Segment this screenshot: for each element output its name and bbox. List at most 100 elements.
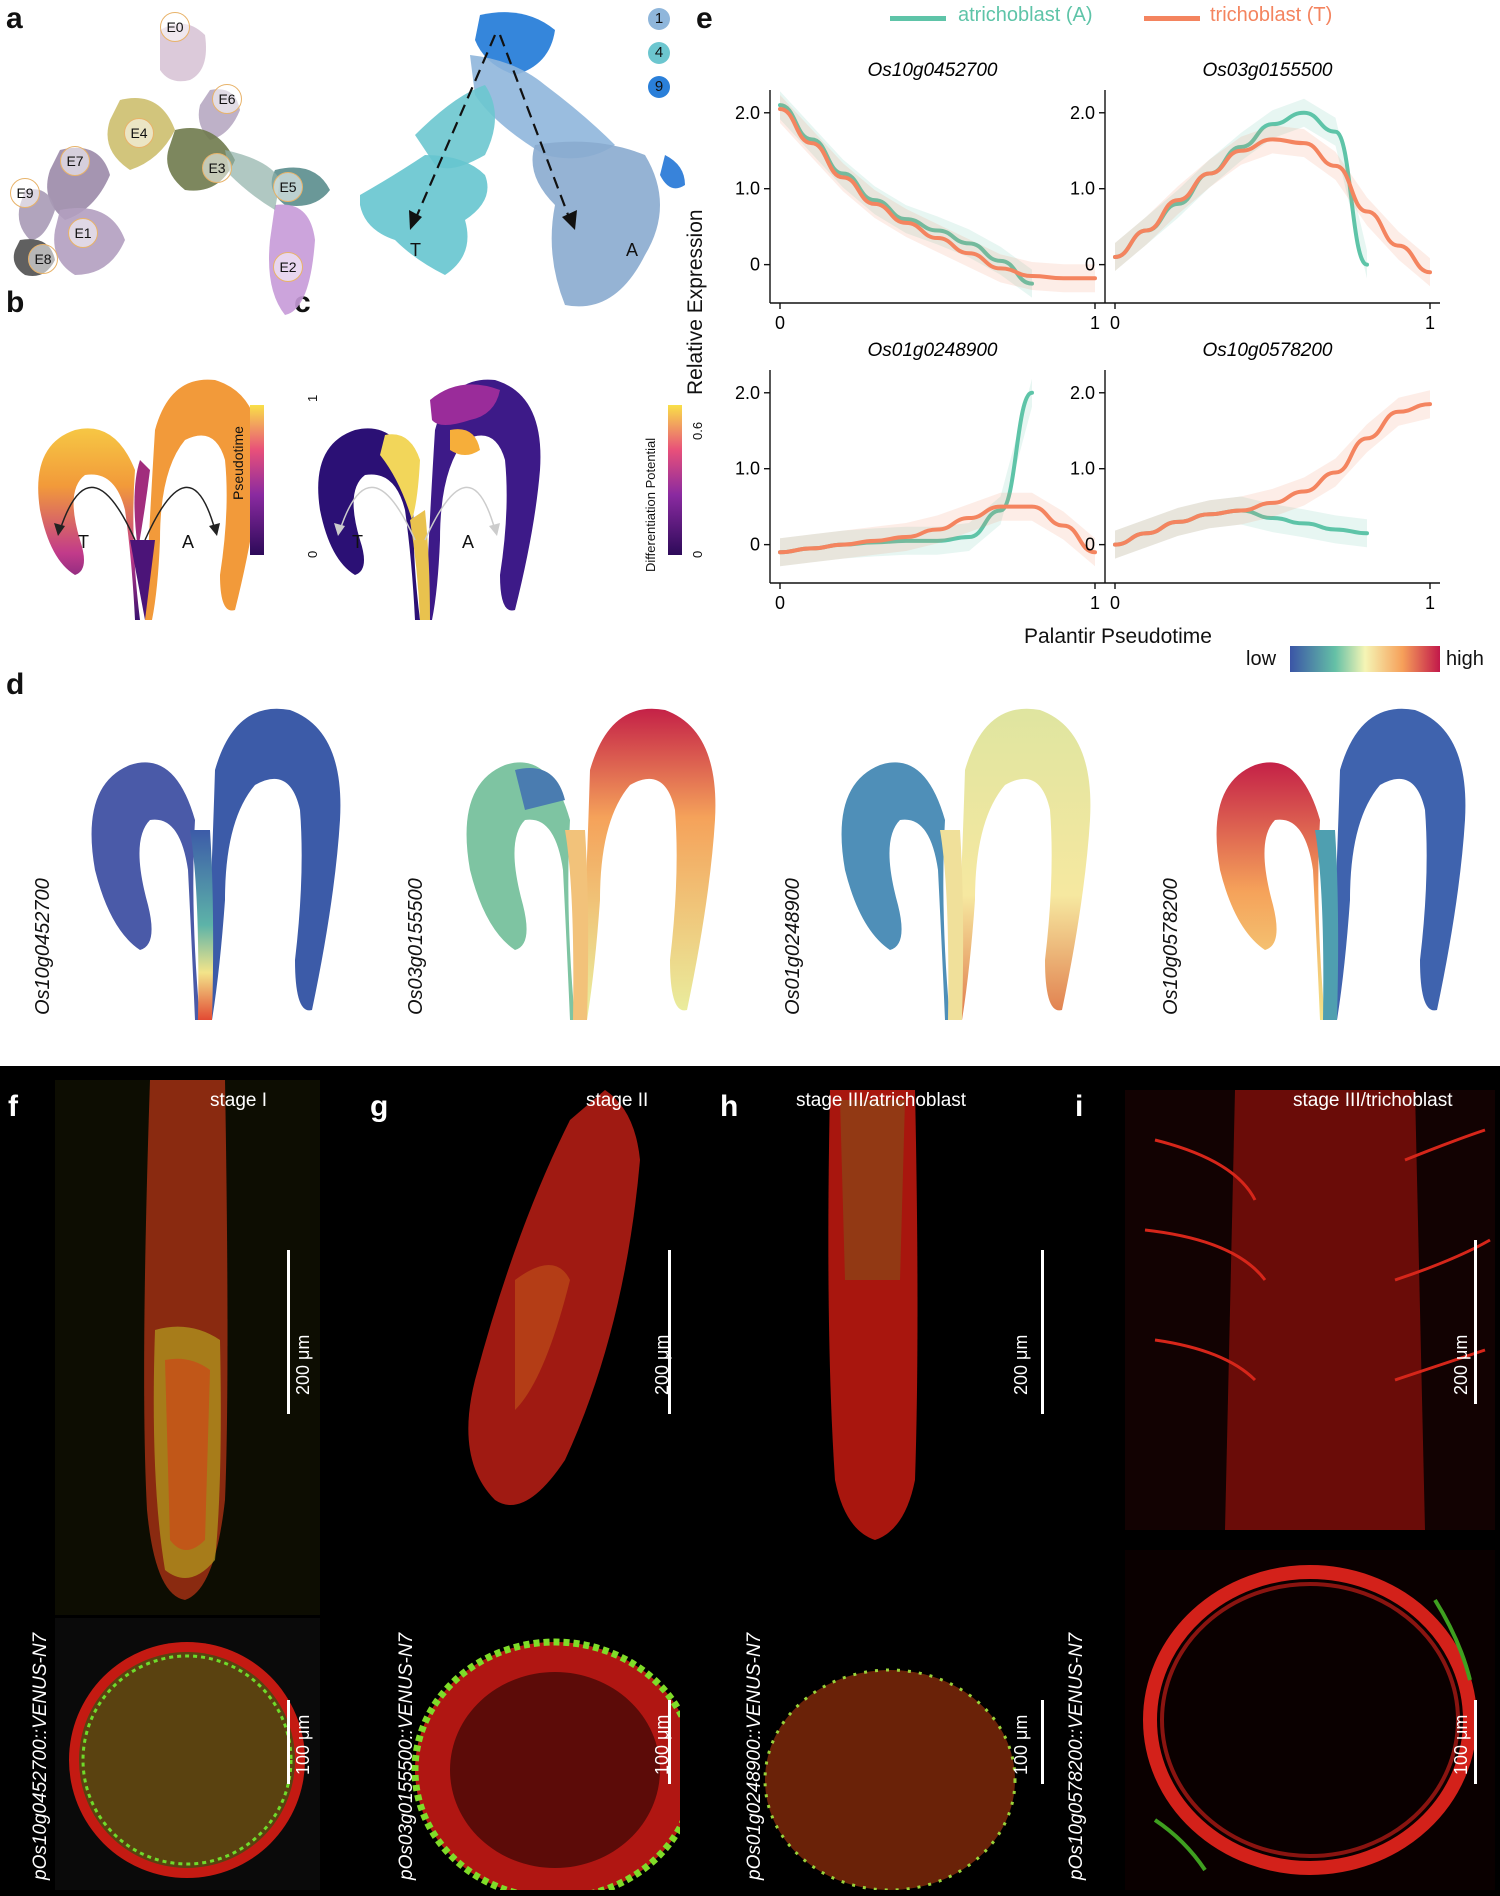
- lineage-a-label: A: [626, 240, 639, 260]
- scale-text: 200 μm: [1451, 1334, 1471, 1395]
- scale-text: 200 μm: [1011, 1334, 1031, 1395]
- y-tick-label: 1.0: [735, 179, 760, 199]
- scale-bar-g-bottom: [668, 1700, 671, 1784]
- micrograph-h: [763, 1090, 1017, 1890]
- scale-bar-f-bottom: [287, 1700, 290, 1784]
- umap-lineage: [360, 12, 685, 307]
- cbar-label-pseudotime: Pseudotime: [230, 426, 246, 500]
- c-a-label: A: [462, 532, 475, 552]
- chart-title: Os03g0155500: [1203, 60, 1333, 81]
- cbar-label-diffpot: Differentiation Potential: [643, 437, 658, 572]
- stage-label-g: stage II: [586, 1090, 649, 1111]
- panel-label-d: d: [6, 668, 25, 701]
- gene-label: Os10g0578200: [1160, 878, 1182, 1015]
- construct-label: pOs03g0155500::VENUS-N7: [396, 1632, 417, 1880]
- confidence-band: [1115, 125, 1430, 287]
- gene-label: Os01g0248900: [782, 878, 804, 1015]
- legend-swatch-atrichoblast: [890, 16, 946, 21]
- umap-diff-potential: [318, 379, 541, 620]
- c-t-label: T: [352, 532, 363, 552]
- umap-pseudotime: [38, 379, 261, 620]
- diffpot-colorbar: [668, 405, 682, 555]
- expression-colorbar: [1290, 646, 1440, 672]
- panel-label-b: b: [6, 286, 25, 319]
- panel-label-a: a: [6, 2, 23, 35]
- gene-umaps: [91, 708, 1466, 1020]
- stage-label-h: stage III/atrichoblast: [796, 1090, 967, 1111]
- x-tick-label: 1: [1425, 593, 1435, 613]
- lineage-t-label: T: [410, 240, 421, 260]
- x-tick-label: 0: [1110, 313, 1120, 333]
- cluster-label: E7: [60, 146, 90, 176]
- chart-title: Os10g0578200: [1203, 340, 1333, 361]
- panel-label-e: e: [696, 2, 713, 35]
- micrograph-g: [411, 1090, 680, 1890]
- cluster-label: E8: [28, 244, 58, 274]
- panel-label-h: h: [720, 1090, 739, 1123]
- legend-swatch-trichoblast: [1144, 16, 1200, 21]
- scale-text: 200 μm: [293, 1334, 313, 1395]
- cluster-label: E2: [273, 252, 303, 282]
- y-tick-label: 0: [1085, 255, 1095, 275]
- colorbar-low: low: [1246, 648, 1277, 670]
- legend-trichoblast: trichoblast (T): [1210, 4, 1333, 26]
- cluster-label: E5: [273, 172, 303, 202]
- y-tick-label: 1.0: [1070, 459, 1095, 479]
- micrograph-f: [55, 1080, 320, 1890]
- scale-bar-f-top: [287, 1250, 290, 1414]
- y-tick-label: 2.0: [735, 383, 760, 403]
- e-xlabel: Palantir Pseudotime: [1024, 625, 1212, 648]
- chart-title: Os01g0248900: [868, 340, 998, 361]
- chart-title: Os10g0452700: [868, 60, 998, 81]
- series-line: [778, 504, 1097, 555]
- series-line: [778, 103, 1034, 286]
- legend-cluster-1: 1: [648, 8, 670, 30]
- legend-cluster-9: 9: [648, 76, 670, 98]
- confidence-band: [1115, 98, 1367, 279]
- x-tick-label: 1: [1425, 313, 1435, 333]
- y-tick-label: 0: [750, 255, 760, 275]
- legend-atrichoblast: atrichoblast (A): [958, 4, 1093, 26]
- confidence-band: [1115, 496, 1367, 559]
- construct-label: pOs10g0452700::VENUS-N7: [30, 1632, 51, 1880]
- pseudotime-colorbar: [250, 405, 264, 555]
- b-a-label: A: [182, 532, 195, 552]
- micrograph-i: [1125, 1090, 1495, 1890]
- scale-text: 100 μm: [1451, 1714, 1471, 1775]
- confidence-band: [780, 91, 1032, 298]
- scale-text: 100 μm: [652, 1714, 672, 1775]
- scale-text: 100 μm: [1011, 1714, 1031, 1775]
- stage-label-i: stage III/trichoblast: [1293, 1090, 1453, 1111]
- series-line: [778, 106, 1097, 281]
- scale-bar-h-bottom: [1041, 1700, 1044, 1784]
- confidence-band: [1115, 390, 1430, 559]
- cluster-label: E1: [68, 218, 98, 248]
- y-tick-label: 2.0: [1070, 103, 1095, 123]
- panel-label-f: f: [8, 1090, 18, 1123]
- x-tick-label: 0: [775, 313, 785, 333]
- confidence-band: [780, 95, 1095, 293]
- scale-text: 100 μm: [293, 1714, 313, 1775]
- colorbar-high: high: [1446, 648, 1484, 670]
- series-line: [1113, 137, 1432, 275]
- cluster-label: E4: [124, 118, 154, 148]
- gene-label: Os03g0155500: [405, 878, 427, 1015]
- panel-label-i: i: [1075, 1090, 1084, 1123]
- scale-bar-i-top: [1474, 1240, 1477, 1404]
- gene-label: Os10g0452700: [32, 878, 54, 1015]
- y-tick-label: 1.0: [735, 459, 760, 479]
- y-tick-label: 2.0: [1070, 383, 1095, 403]
- scale-text: 200 μm: [652, 1334, 672, 1395]
- cluster-label: E9: [10, 178, 40, 208]
- y-tick-label: 0: [1085, 535, 1095, 555]
- y-tick-label: 1.0: [1070, 179, 1095, 199]
- x-tick-label: 0: [775, 593, 785, 613]
- stage-label-f: stage I: [210, 1090, 268, 1111]
- construct-label: pOs10g0578200::VENUS-N7: [1066, 1632, 1087, 1880]
- legend-cluster-4: 4: [648, 42, 670, 64]
- cluster-label: E0: [160, 12, 190, 42]
- scale-bar-g-top: [668, 1250, 671, 1414]
- x-tick-label: 1: [1090, 313, 1100, 333]
- construct-label: pOs01g0248900::VENUS-N7: [744, 1632, 765, 1880]
